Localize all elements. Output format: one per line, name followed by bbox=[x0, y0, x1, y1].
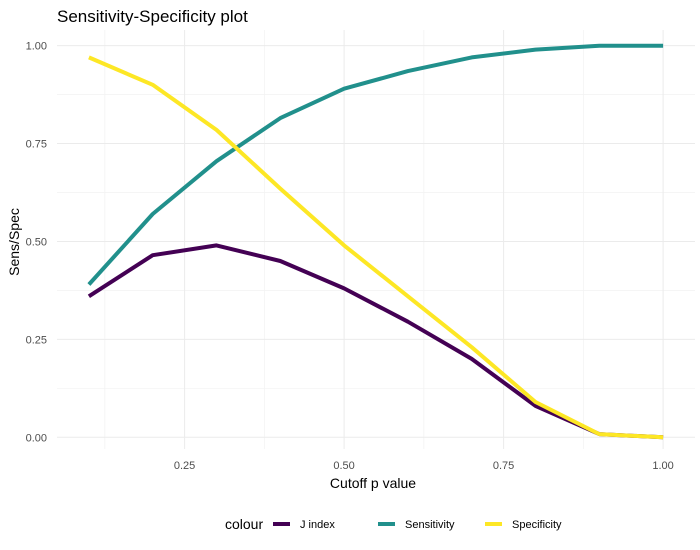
y-tick-label: 0.25 bbox=[26, 334, 47, 346]
x-axis-title: Cutoff p value bbox=[330, 475, 416, 491]
grid bbox=[57, 30, 695, 449]
series-line-specificity bbox=[88, 55, 664, 440]
series-line-j-index bbox=[87, 243, 664, 440]
legend: colour J index Sensitivity Specificity bbox=[225, 516, 562, 532]
x-tick-label: 0.25 bbox=[174, 460, 195, 472]
x-tick-label: 0.50 bbox=[333, 460, 354, 472]
y-axis-title: Sens/Spec bbox=[6, 208, 22, 276]
y-tick-label: 0.50 bbox=[26, 236, 47, 248]
y-tick-label: 0.00 bbox=[26, 432, 47, 444]
x-tick-label: 0.75 bbox=[493, 460, 514, 472]
x-tick-label: 1.00 bbox=[652, 460, 673, 472]
legend-title: colour bbox=[225, 516, 263, 532]
y-axis-ticks: 0.00 0.25 0.50 0.75 1.00 bbox=[26, 41, 47, 445]
x-axis-ticks: 0.25 0.50 0.75 1.00 bbox=[174, 460, 674, 472]
legend-label-j-index: J index bbox=[300, 519, 335, 531]
legend-label-sensitivity: Sensitivity bbox=[405, 519, 455, 531]
plot-lines bbox=[87, 43, 664, 440]
legend-label-specificity: Specificity bbox=[512, 519, 562, 531]
series-line-sensitivity bbox=[87, 43, 664, 286]
y-tick-label: 1.00 bbox=[26, 41, 47, 53]
chart-title: Sensitivity-Specificity plot bbox=[57, 7, 248, 26]
y-tick-label: 0.75 bbox=[26, 139, 47, 151]
